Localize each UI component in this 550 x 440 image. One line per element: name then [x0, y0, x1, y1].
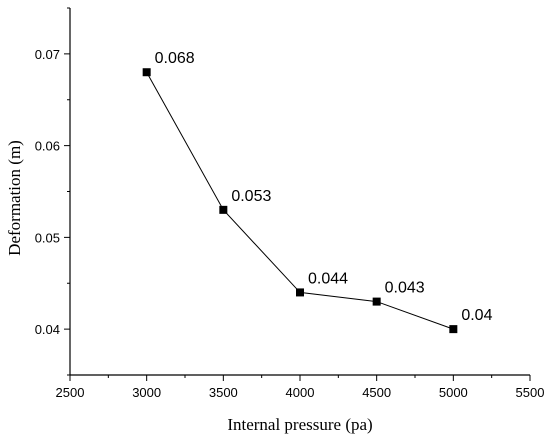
x-tick-label: 5000	[439, 385, 468, 400]
data-label: 0.04	[461, 307, 492, 324]
data-point-marker	[296, 288, 304, 297]
x-axis-title: Internal pressure (pa)	[227, 415, 372, 434]
y-tick-label: 0.07	[35, 47, 60, 62]
data-label: 0.068	[155, 50, 195, 67]
series-layer	[142, 68, 458, 334]
data-point-marker	[372, 297, 381, 306]
data-label: 0.053	[231, 188, 271, 205]
x-tick-label: 4000	[286, 385, 315, 400]
y-tick-label: 0.06	[35, 139, 60, 154]
data-point-marker	[219, 205, 228, 214]
y-tick-label: 0.04	[35, 322, 60, 337]
x-tick-label: 5500	[516, 385, 545, 400]
data-point-marker	[142, 68, 151, 77]
x-tick-label: 3500	[209, 385, 238, 400]
x-tick-label: 4500	[362, 385, 391, 400]
y-tick-label: 0.05	[35, 230, 60, 245]
data-point-marker	[449, 325, 458, 334]
data-labels-layer: 0.068 0.053 0.044 0.043 0.04	[155, 50, 493, 324]
x-tick-label: 2500	[56, 385, 85, 400]
x-tick-label: 3000	[132, 385, 161, 400]
data-label: 0.044	[308, 270, 348, 287]
data-label: 0.043	[385, 280, 425, 297]
y-axis-title: Deformation (m)	[5, 140, 24, 256]
ticks: 2500 3000 3500 4000 4500 5000 5500 0.04 0.05 0.06…	[35, 7, 545, 400]
